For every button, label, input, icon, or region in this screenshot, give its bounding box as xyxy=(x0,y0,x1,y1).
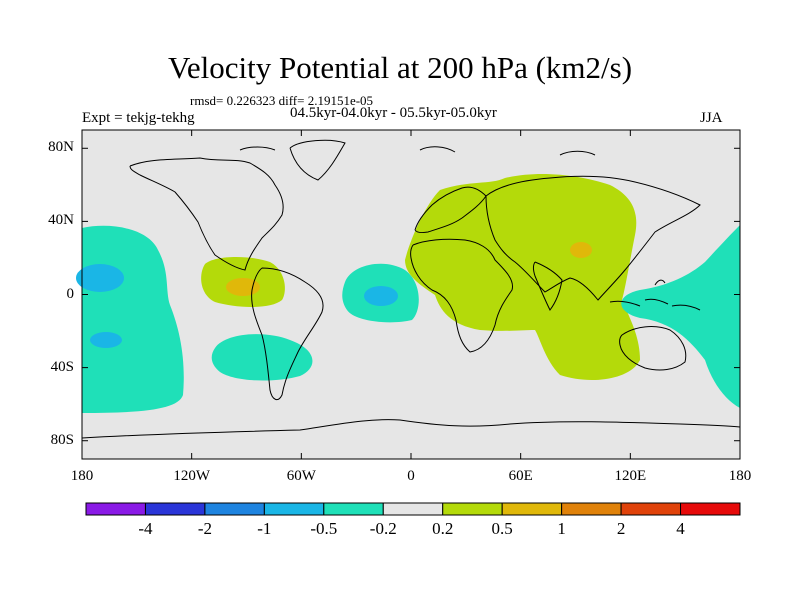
x-tick-label: 0 xyxy=(407,468,415,484)
y-tick-label: 80N xyxy=(48,139,74,156)
colorbar-label: 4 xyxy=(676,519,685,538)
coastline-indonesia xyxy=(609,279,701,311)
colorbar-label: -2 xyxy=(197,519,212,538)
stats-label: rmsd= 0.226323 diff= 2.19151e-05 xyxy=(190,93,374,108)
colorbar-cell xyxy=(263,502,325,516)
x-tick-label: 180 xyxy=(70,468,94,484)
region-central-pacific-blue xyxy=(76,264,124,292)
contour-regions xyxy=(76,174,740,413)
colorbar-cell xyxy=(204,502,265,516)
colorbar-label: 2 xyxy=(616,519,626,538)
coastline-arctic-islands xyxy=(239,146,596,156)
coastlines xyxy=(81,139,741,439)
axis-ticks xyxy=(81,130,741,459)
colorbar-cell xyxy=(620,502,682,516)
colorbar-label: 1 xyxy=(557,519,566,538)
region-tibet-core xyxy=(570,242,592,258)
y-tick-label: 0 xyxy=(66,285,75,302)
colorbar-label: -4 xyxy=(138,519,153,538)
region-eurasia-africa xyxy=(405,174,640,380)
x-tick-label: 120E xyxy=(614,468,647,484)
experiment-label: Expt = tekjg-tekhg xyxy=(82,110,195,126)
colorbar-cell xyxy=(382,502,444,516)
y-tick-label: 40S xyxy=(50,358,74,375)
coastline-australia xyxy=(619,326,687,371)
x-tick-label: 180 xyxy=(728,468,752,484)
coastline-antarctica xyxy=(81,419,741,439)
season-label: JJA xyxy=(700,110,723,126)
period-label: 04.5kyr-04.0kyr - 05.5kyr-05.0kyr xyxy=(290,105,497,121)
colorbar-label: 0.2 xyxy=(432,519,454,538)
colorbar-label: -1 xyxy=(257,519,272,538)
region-south-atlantic xyxy=(211,334,313,381)
colorbar-cell xyxy=(680,502,741,516)
coastline-africa xyxy=(410,238,514,353)
colorbar-cell xyxy=(85,502,146,516)
colorbar-label: 0.5 xyxy=(491,519,513,538)
x-tick-label: 60E xyxy=(508,468,533,484)
coastline-india xyxy=(533,261,563,311)
coastline-greenland xyxy=(289,139,346,181)
map-plot xyxy=(76,129,741,460)
y-tick-label: 40N xyxy=(48,212,74,229)
colorbar-cell xyxy=(561,502,622,516)
region-south-pacific-blue xyxy=(90,332,122,348)
colorbar-label: -0.2 xyxy=(369,519,397,538)
coastline-south-america xyxy=(251,267,324,401)
colorbar-label: -0.5 xyxy=(310,519,338,538)
coastline-asia xyxy=(485,175,701,301)
map-title: Velocity Potential at 200 hPa (km2/s) xyxy=(167,50,633,85)
colorbar-cell xyxy=(501,502,563,516)
colorbar-cell xyxy=(144,502,206,516)
colorbar xyxy=(85,502,741,516)
colorbar-cell xyxy=(323,502,384,516)
x-tick-label: 60W xyxy=(286,468,316,484)
region-atlantic-blue xyxy=(364,286,398,306)
coastline-north-america xyxy=(129,157,284,271)
x-tick-label: 120W xyxy=(173,468,210,484)
y-tick-label: 80S xyxy=(50,431,74,448)
colorbar-cell xyxy=(442,502,503,516)
region-west-pacific xyxy=(621,225,740,408)
